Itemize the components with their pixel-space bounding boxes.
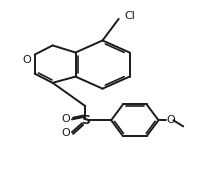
Text: O: O <box>61 128 70 138</box>
Text: O: O <box>166 115 175 125</box>
Text: O: O <box>22 55 31 65</box>
Text: O: O <box>61 114 70 124</box>
Text: S: S <box>81 114 90 127</box>
Text: Cl: Cl <box>124 11 135 21</box>
